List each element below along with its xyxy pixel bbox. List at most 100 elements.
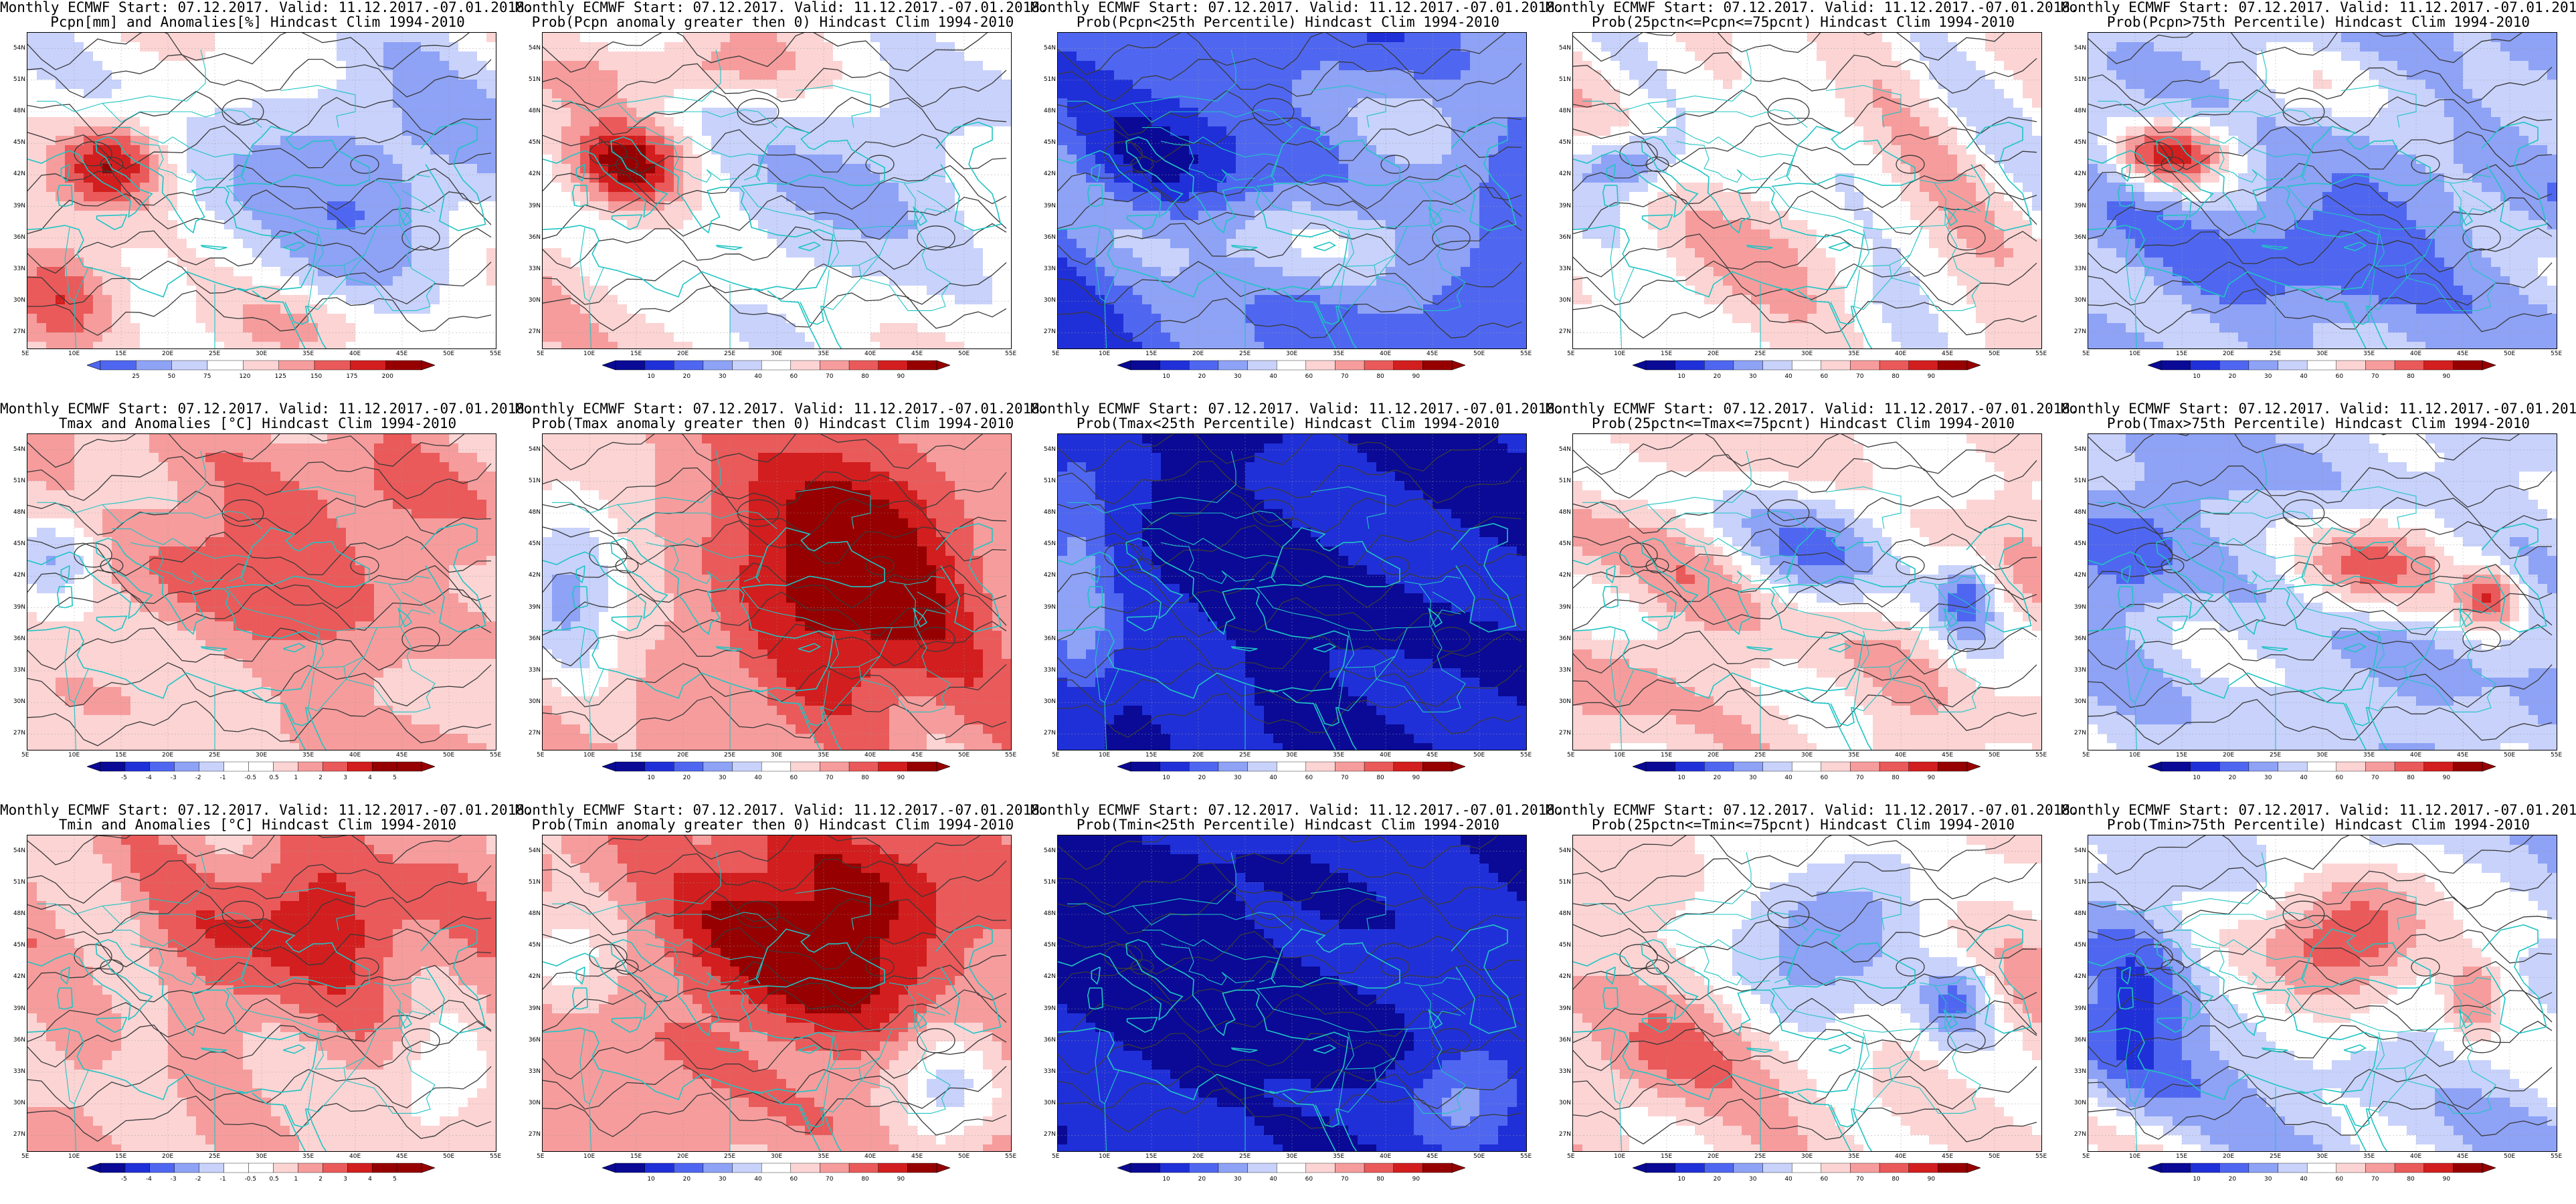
field-cell [486,239,496,249]
field-cell [1077,42,1087,52]
field-cell [880,304,890,314]
field-cell [1170,239,1180,249]
field-cell [318,164,328,174]
field-cell [93,248,103,258]
field-cell [93,342,103,348]
field-cell [711,61,721,71]
field-cell [1414,89,1424,99]
field-cell [693,267,703,277]
field-cell [908,258,918,268]
field-cell [674,342,684,348]
field-cell [308,286,318,296]
field-cell [1217,229,1227,239]
field-cell [561,126,571,136]
field-cell [74,33,84,43]
field-cell [1077,276,1087,286]
field-cell [1348,70,1358,80]
field-cell [430,323,440,333]
lon-tick-label: 35E [818,350,829,357]
field-cell [674,239,684,249]
field-cell [56,248,66,258]
field-cell [870,239,881,249]
field-cell [308,80,318,90]
field-cell [552,220,562,230]
lon-tick-label: 5E [21,350,29,357]
lat-tick-label: 39N [518,203,541,209]
field-cell [318,89,328,99]
field-cell [430,145,440,155]
field-cell [1161,229,1171,239]
field-cell [205,201,215,211]
field-cell [411,332,422,342]
field-cell [149,61,159,71]
field-cell [159,126,169,136]
field-cell [1198,155,1208,165]
field-cell [318,342,328,348]
field-cell [252,258,262,268]
field-cell [936,332,946,342]
field-cell [1311,98,1321,108]
field-cell [711,248,721,258]
field-cell [974,126,984,136]
field-cell [1470,276,1480,286]
field-cell [1077,52,1087,62]
field-cell [224,80,234,90]
field-cell [739,136,749,146]
field-cell [449,248,459,258]
field-cell [1095,117,1105,127]
field-cell [1386,52,1396,62]
field-cell [318,239,328,249]
field-cell [664,211,674,221]
field-cell [1170,276,1180,286]
field-cell [589,323,600,333]
field-cell [421,192,431,202]
field-cell [870,323,881,333]
field-cell [824,248,834,258]
field-cell [945,304,955,314]
field-cell [945,80,955,90]
field-cell [93,117,103,127]
field-cell [580,117,590,127]
field-cell [477,42,487,52]
field-cell [721,61,731,71]
field-cell [224,70,234,80]
field-cell [824,192,834,202]
field-cell [402,80,412,90]
field-cell [646,126,656,136]
field-cell [674,304,684,314]
field-cell [1498,61,1508,71]
field-cell [37,229,47,239]
field-cell [402,33,412,43]
field-cell [561,304,571,314]
field-cell [1255,201,1265,211]
field-cell [824,42,834,52]
field-cell [674,52,684,62]
field-cell [318,295,328,305]
border [589,267,604,348]
field-cell [552,267,562,277]
field-cell [252,276,262,286]
field-cell [824,145,834,155]
field-cell [449,164,459,174]
field-cell [702,323,712,333]
field-cell [833,155,843,165]
field-cell [955,61,965,71]
field-cell [93,192,103,202]
field-cell [908,126,918,136]
field-cell [674,323,684,333]
field-cell [721,220,731,230]
field-cell [477,192,487,202]
field-cell [927,164,937,174]
field-cell [1142,192,1152,202]
field-cell [262,323,272,333]
field-cell [486,80,496,90]
field-cell [917,108,927,118]
field-cell [674,314,684,324]
field-cell [1255,61,1265,71]
field-cell [327,286,337,296]
field-cell [1180,164,1190,174]
field-cell [486,323,496,333]
field-cell [646,314,656,324]
field-cell [1414,248,1424,258]
field-cell [693,220,703,230]
